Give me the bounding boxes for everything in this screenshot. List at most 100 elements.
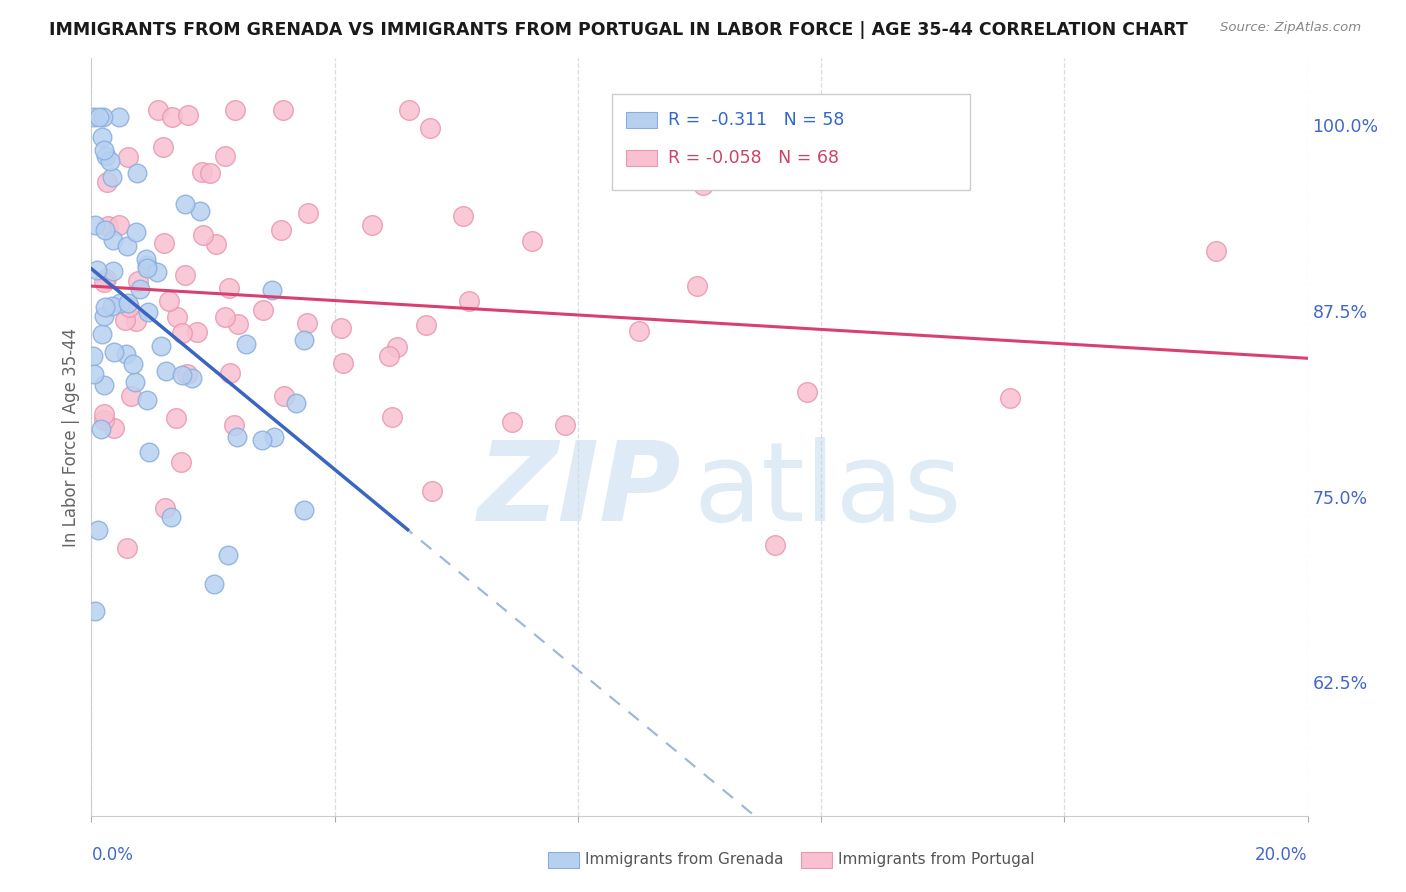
Point [628, 324, 651, 338]
Point [186, 326, 208, 340]
Point [457, 294, 479, 309]
Point [93, 275, 115, 289]
Point [155, 501, 177, 516]
Point [381, 409, 404, 424]
Point [172, 326, 194, 340]
Point [150, 339, 173, 353]
Point [190, 165, 212, 179]
Point [93, 143, 115, 157]
Point [763, 538, 786, 552]
Point [125, 225, 148, 239]
Point [271, 103, 294, 117]
Point [297, 316, 319, 330]
Point [89, 111, 111, 125]
Point [136, 258, 159, 272]
Point [124, 376, 146, 390]
Point [501, 415, 523, 429]
Point [84, 218, 107, 232]
Point [692, 178, 714, 193]
Point [122, 357, 145, 371]
Point [115, 239, 138, 253]
Point [83, 367, 105, 381]
Point [93, 412, 115, 426]
Point [252, 302, 274, 317]
Point [152, 140, 174, 154]
Point [138, 445, 160, 459]
Point [170, 455, 193, 469]
Point [420, 483, 443, 498]
Text: ZIP: ZIP [478, 437, 682, 543]
Point [97, 219, 120, 234]
Point [94, 149, 117, 163]
Point [117, 296, 139, 310]
Point [520, 235, 543, 249]
Point [214, 149, 236, 163]
Point [86, 263, 108, 277]
Point [89, 422, 111, 436]
Point [292, 503, 315, 517]
Point [157, 293, 180, 308]
Point [176, 108, 198, 122]
Point [93, 300, 115, 314]
Point [103, 421, 125, 435]
Point [93, 309, 115, 323]
Point [285, 395, 308, 409]
Text: 0.0%: 0.0% [91, 846, 134, 864]
Point [125, 166, 148, 180]
Point [121, 389, 143, 403]
Point [172, 368, 194, 382]
Point [415, 318, 437, 332]
Point [176, 367, 198, 381]
Point [155, 364, 177, 378]
Point [146, 265, 169, 279]
Point [188, 203, 211, 218]
Point [198, 166, 221, 180]
Point [118, 300, 141, 314]
Point [226, 318, 249, 332]
Point [332, 356, 354, 370]
Point [214, 310, 236, 324]
Point [226, 430, 249, 444]
Point [165, 411, 187, 425]
Point [998, 391, 1021, 405]
Point [108, 295, 131, 310]
Point [250, 433, 273, 447]
Point [128, 282, 150, 296]
Point [114, 347, 136, 361]
Point [103, 264, 125, 278]
Text: Source: ZipAtlas.com: Source: ZipAtlas.com [1220, 21, 1361, 35]
Point [101, 169, 124, 184]
Point [174, 196, 197, 211]
Text: atlas: atlas [693, 437, 962, 543]
Point [294, 333, 316, 347]
Point [94, 223, 117, 237]
Point [273, 389, 295, 403]
Point [91, 111, 114, 125]
Text: 20.0%: 20.0% [1256, 846, 1308, 864]
Point [108, 111, 131, 125]
Point [262, 283, 284, 297]
Point [263, 430, 285, 444]
Text: IMMIGRANTS FROM GRENADA VS IMMIGRANTS FROM PORTUGAL IN LABOR FORCE | AGE 35-44 C: IMMIGRANTS FROM GRENADA VS IMMIGRANTS FR… [49, 21, 1188, 39]
Point [222, 418, 245, 433]
Point [202, 577, 225, 591]
Point [174, 268, 197, 282]
Point [84, 604, 107, 618]
Point [148, 103, 170, 117]
Point [101, 299, 124, 313]
Point [419, 120, 441, 135]
Point [398, 103, 420, 117]
Point [218, 281, 240, 295]
Point [219, 366, 242, 380]
Point [108, 218, 131, 232]
Point [1205, 244, 1227, 258]
Point [135, 252, 157, 267]
Point [103, 233, 125, 247]
Point [385, 340, 408, 354]
Point [103, 345, 125, 359]
Point [114, 313, 136, 327]
Text: R =  -0.311   N = 58: R = -0.311 N = 58 [668, 112, 844, 129]
Point [378, 349, 401, 363]
Point [360, 218, 382, 232]
Point [125, 313, 148, 327]
